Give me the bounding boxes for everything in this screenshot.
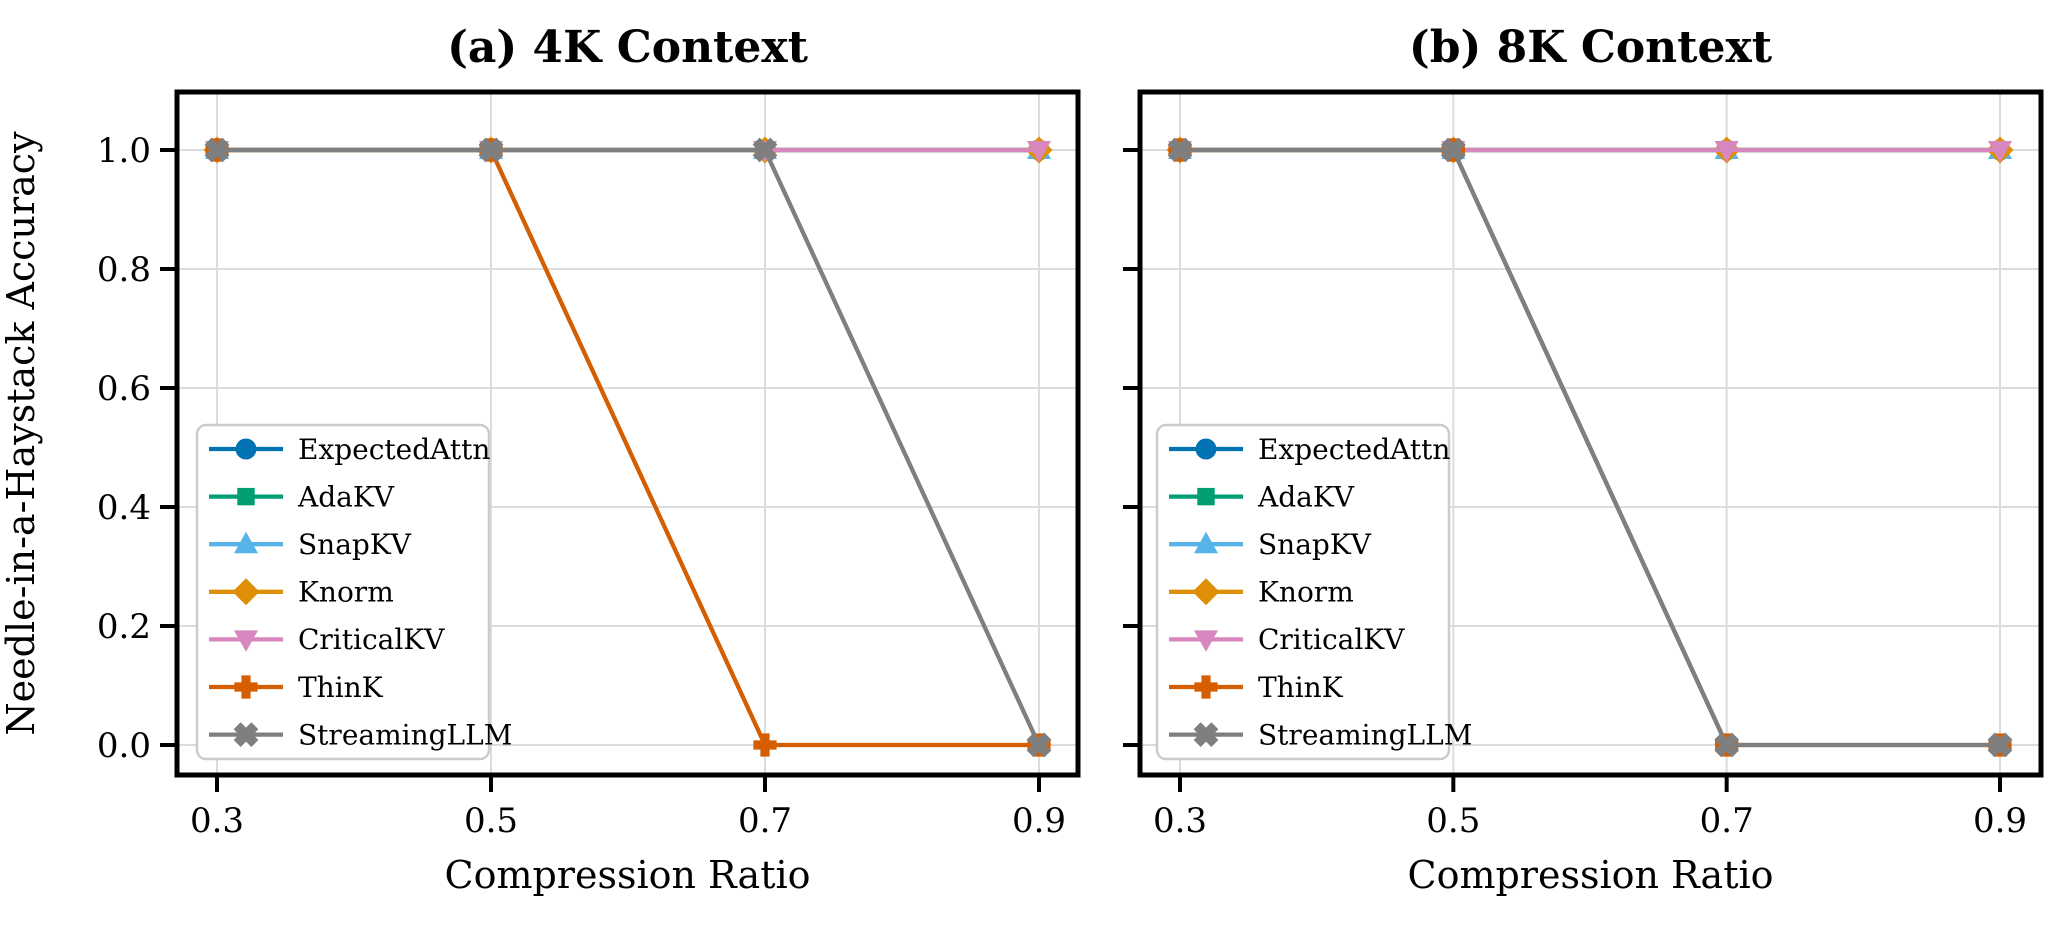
x-tick-label: 0.7 (738, 801, 792, 841)
legend: ExpectedAttn AdaKV SnapKV Knorm CriticalKV Th… (1155, 423, 1472, 761)
x-tick-label: 0.5 (464, 801, 518, 841)
legend-marker-diamond (1192, 578, 1220, 606)
legend-item-SnapKV: SnapKV (1169, 528, 1372, 561)
legend-item-ExpectedAttn: ExpectedAttn (209, 433, 490, 466)
x-tick-label: 0.9 (1012, 801, 1066, 841)
legend-item-SnapKV: SnapKV (209, 528, 412, 561)
legend-item-CriticalKV: CriticalKV (209, 623, 445, 656)
legend-marker-circle (1195, 438, 1217, 460)
legend-marker-triangle-up (234, 531, 258, 554)
y-tick-label: 0.0 (97, 726, 151, 766)
x-axis-label: Compression Ratio (1408, 853, 1774, 897)
axes-box (1137, 89, 2044, 778)
series-ThinK-marker (753, 733, 777, 757)
series-CriticalKV-marker (1988, 141, 2012, 163)
legend-marker-triangle-up (1194, 531, 1218, 554)
legend-label: CriticalKV (298, 623, 445, 656)
series-StreamingLLM-marker (1026, 732, 1052, 758)
legend-label: SnapKV (298, 528, 412, 561)
legend-marker-triangle-down (1194, 630, 1218, 652)
series-StreamingLLM-marker (204, 137, 230, 163)
legend-label: StreamingLLM (298, 718, 512, 751)
chart-title: (b) 8K Context (1409, 22, 1773, 73)
chart-a: 0.3 0.5 0.7 0.9 0.0 0.2 0.4 0.6 0.8 1.0 (a) 4K Con… (0, 22, 1081, 897)
legend-item-Knorm: Knorm (209, 576, 394, 609)
legend-label: ThinK (298, 671, 384, 704)
x-tick-label: 0.9 (1973, 801, 2027, 841)
legend-item-StreamingLLM: StreamingLLM (1169, 718, 1472, 751)
series-CriticalKV-marker (1027, 141, 1051, 163)
legend-marker-square (1197, 487, 1215, 506)
x-axis-label: Compression Ratio (445, 853, 811, 897)
series-StreamingLLM-marker (478, 137, 504, 163)
legend-marker-diamond (232, 578, 260, 606)
legend-item-ExpectedAttn: ExpectedAttn (1169, 433, 1450, 466)
legend-item-ThinK: ThinK (1169, 671, 1344, 704)
series-CriticalKV-marker (1714, 141, 1739, 163)
series-StreamingLLM-marker (1987, 732, 2013, 758)
y-tick-label: 0.4 (97, 488, 151, 528)
legend-label: ExpectedAttn (1258, 433, 1450, 466)
series-StreamingLLM-marker (1167, 137, 1193, 163)
legend-item-ThinK: ThinK (209, 671, 384, 704)
series-StreamingLLM-line (1177, 147, 2003, 748)
x-tick-label: 0.3 (1153, 801, 1207, 841)
y-tick-label: 0.2 (97, 607, 151, 647)
legend-item-AdaKV: AdaKV (209, 480, 395, 513)
legend-box (195, 423, 491, 761)
legend-label: StreamingLLM (1258, 718, 1472, 751)
legend-label: AdaKV (1257, 480, 1355, 513)
legend-marker-circle (235, 438, 257, 460)
ticks (1123, 148, 2002, 792)
series-StreamingLLM-line (214, 147, 1042, 748)
legend-box (1155, 423, 1451, 761)
chart-title: (a) 4K Context (447, 22, 809, 73)
legend-label: Knorm (1258, 576, 1354, 609)
series-StreamingLLM-marker (1714, 732, 1740, 758)
legend-marker-square (237, 487, 255, 506)
y-tick-label: 0.8 (97, 250, 151, 290)
legend-label: CriticalKV (1258, 623, 1405, 656)
y-tick-label: 0.6 (97, 369, 151, 409)
legend: ExpectedAttn AdaKV SnapKV Knorm CriticalKV Th… (195, 423, 512, 761)
legend-item-StreamingLLM: StreamingLLM (209, 718, 512, 751)
x-tick-label: 0.5 (1426, 801, 1480, 841)
legend-marker-plus-filled (234, 675, 258, 699)
legend-label: AdaKV (297, 480, 395, 513)
x-tick-label: 0.3 (190, 801, 244, 841)
y-tick-label: 1.0 (97, 131, 151, 171)
series-StreamingLLM-marker (1440, 137, 1466, 163)
y-axis-label: Needle-in-a-Haystack Accuracy (0, 131, 43, 736)
legend-item-AdaKV: AdaKV (1169, 480, 1355, 513)
series-StreamingLLM (204, 137, 1052, 758)
series-StreamingLLM-marker (752, 137, 778, 163)
legend-marker-x-filled (1193, 722, 1219, 747)
legend-label: SnapKV (1258, 528, 1372, 561)
legend-label: ExpectedAttn (298, 433, 490, 466)
legend-item-Knorm: Knorm (1169, 576, 1354, 609)
legend-label: Knorm (298, 576, 394, 609)
legend-marker-x-filled (233, 722, 259, 747)
legend-label: ThinK (1258, 671, 1344, 704)
series-StreamingLLM (1167, 137, 2013, 758)
axes-box (174, 89, 1081, 778)
ticks (160, 148, 1041, 792)
legend-marker-triangle-down (234, 630, 258, 652)
x-tick-label: 0.7 (1700, 801, 1754, 841)
legend-marker-plus-filled (1194, 675, 1218, 699)
legend-item-CriticalKV: CriticalKV (1169, 623, 1405, 656)
chart-b: 0.3 0.5 0.7 0.9 (b) 8K Context Compression Ra… (1123, 22, 2044, 897)
